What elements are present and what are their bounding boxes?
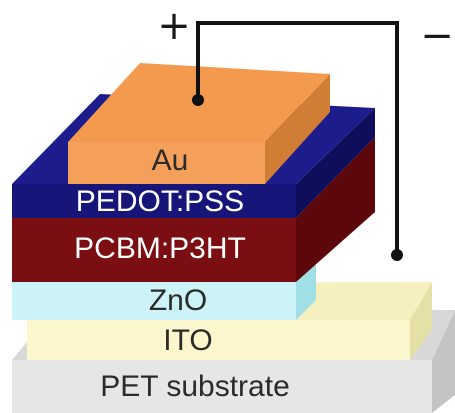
ito-front-face — [27, 320, 410, 360]
au-contact-dot — [192, 94, 204, 106]
pcbm-p3ht-right-face — [296, 137, 375, 282]
zno-right-face — [296, 262, 316, 320]
au-right-face — [265, 74, 330, 184]
zno-label: ZnO — [149, 284, 207, 317]
external-circuit — [192, 21, 403, 261]
positive-terminal-sign: + — [157, 3, 191, 49]
pcbm-p3ht-label: PCBM:P3HT — [74, 232, 246, 265]
ito-right-face — [410, 282, 432, 360]
zno-front-face — [12, 282, 296, 320]
layer-au-electrode: Au — [68, 63, 330, 184]
pedot-pss-front-face — [12, 184, 296, 218]
layer-pcbm-p3ht: PCBM:P3HT — [12, 137, 375, 282]
ito-contact-dot — [391, 249, 403, 261]
negative-terminal-sign: − — [420, 13, 454, 59]
ito-label: ITO — [163, 324, 212, 357]
au-front-face — [68, 142, 265, 184]
pet-substrate-label: PET substrate — [100, 370, 290, 403]
pet-substrate-front-face — [12, 360, 432, 413]
layer-zno: ZnO — [12, 262, 316, 320]
au-label: Au — [152, 144, 189, 177]
pedot-pss-label: PEDOT:PSS — [76, 185, 244, 218]
pcbm-p3ht-front-face — [12, 218, 296, 282]
circuit-wire — [196, 21, 399, 255]
pedot-pss-right-face — [296, 108, 375, 218]
pet-substrate-right-face — [432, 310, 455, 413]
